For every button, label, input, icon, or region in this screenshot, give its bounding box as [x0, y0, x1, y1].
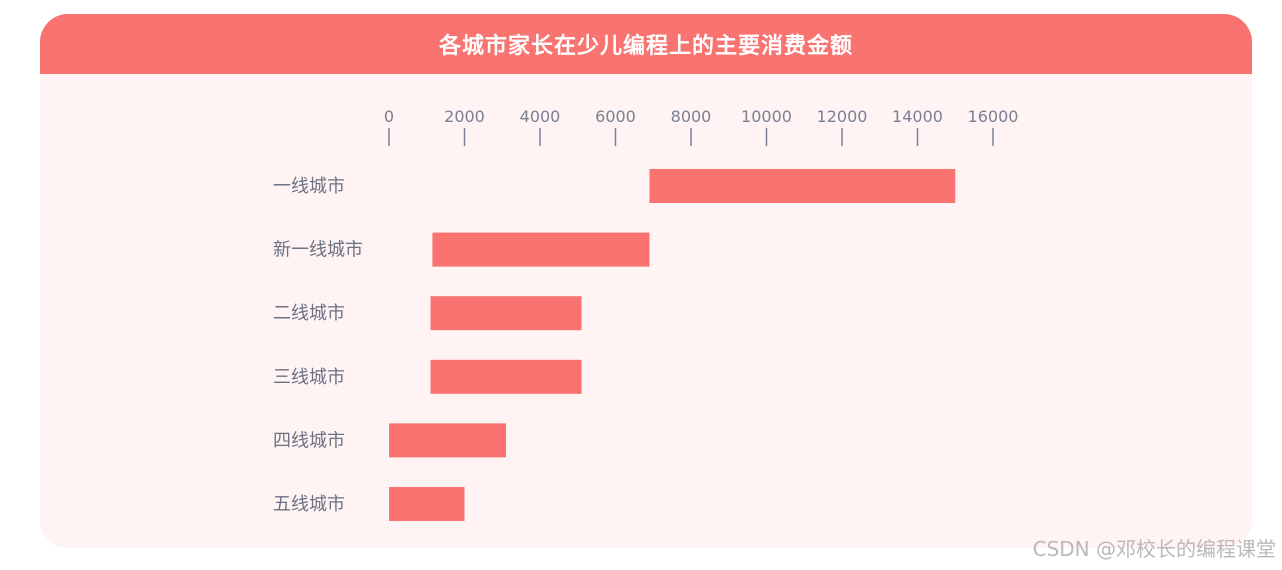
- x-tick-label: 6000: [595, 107, 636, 126]
- watermark: CSDN @邓校长的编程课堂: [1032, 537, 1276, 561]
- category-label: 三线城市: [273, 367, 345, 388]
- x-tick-label: 2000: [444, 107, 485, 126]
- bar: [389, 487, 465, 521]
- bar: [430, 296, 582, 331]
- x-tick-label: 12000: [817, 107, 868, 126]
- bar: [430, 359, 582, 394]
- x-axis: 0 2000 4000 6000 8000 10000 12000 14000 16000: [384, 107, 1019, 146]
- x-tick-label: 10000: [741, 107, 792, 126]
- category-label: 五线城市: [273, 494, 345, 515]
- bar: [649, 169, 956, 203]
- category-label: 一线城市: [273, 176, 345, 197]
- category-label: 二线城市: [273, 303, 345, 324]
- x-tick-label: 4000: [520, 107, 561, 126]
- x-tick-label: 8000: [671, 107, 712, 126]
- x-tick-label: 0: [384, 107, 394, 126]
- x-tick-label: 16000: [968, 107, 1019, 126]
- bar: [389, 423, 507, 458]
- chart-title: 各城市家长在少儿编程上的主要消费金额: [40, 14, 1252, 74]
- category-label: 新一线城市: [273, 240, 363, 261]
- x-tick-label: 14000: [892, 107, 943, 126]
- category-label: 四线城市: [273, 430, 345, 451]
- bar: [432, 232, 650, 267]
- bars: [389, 169, 956, 521]
- chart-card: 各城市家长在少儿编程上的主要消费金额: [40, 14, 1252, 548]
